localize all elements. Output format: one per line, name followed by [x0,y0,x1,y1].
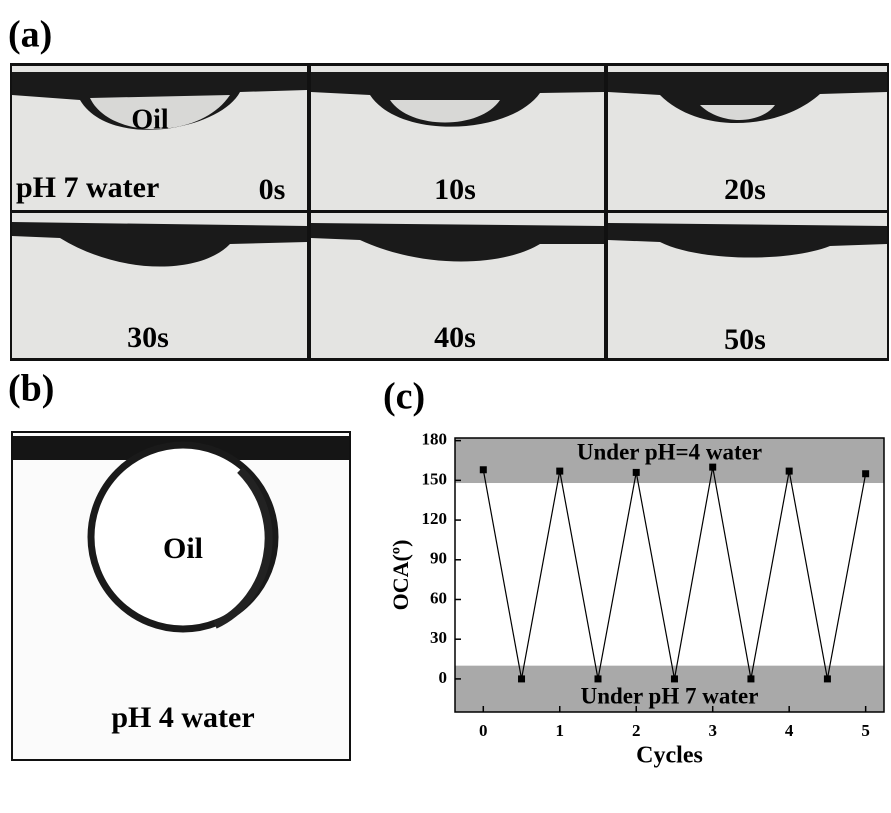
x-tick-label: 3 [708,721,717,740]
data-point [862,470,869,477]
data-point [786,468,793,475]
oil-label: Oil [163,532,203,565]
data-point [709,464,716,471]
data-point [824,675,831,682]
data-point [518,675,525,682]
time-label: 40s [434,321,476,354]
panel-label: (c) [383,376,425,418]
data-line [483,467,865,679]
medium-label: pH 7 water [16,171,159,204]
band-label: Under pH 7 water [581,683,759,708]
data-point [671,675,678,682]
data-point [595,675,602,682]
y-tick-label: 0 [439,668,448,687]
y-tick-label: 120 [422,509,448,528]
time-label: 20s [724,173,766,206]
oil-label: Oil [131,104,169,135]
band-label: Under pH=4 water [577,439,762,464]
data-point [556,468,563,475]
x-tick-label: 4 [785,721,794,740]
panel-label: (b) [8,368,54,410]
time-label: 10s [434,173,476,206]
y-tick-label: 90 [430,549,447,568]
y-tick-label: 30 [430,628,447,647]
x-tick-label: 0 [479,721,488,740]
x-axis-label: Cycles [636,743,703,769]
time-label: 30s [127,321,169,354]
data-point [747,675,754,682]
panel-label: (a) [8,14,52,56]
y-tick-label: 180 [422,430,448,449]
x-tick-label: 2 [632,721,641,740]
time-label: 0s [259,173,286,206]
data-point [633,469,640,476]
y-tick-label: 150 [422,469,448,488]
data-point [480,466,487,473]
x-tick-label: 5 [861,721,870,740]
y-tick-label: 60 [430,588,447,607]
medium-label: pH 4 water [111,701,254,734]
y-axis-label: OCA(º) [388,540,413,611]
x-tick-label: 1 [556,721,565,740]
figure: (a) Oil pH 7 water 0s 10s 20s 30s 40s 50… [0,0,891,808]
time-label: 50s [724,323,766,356]
